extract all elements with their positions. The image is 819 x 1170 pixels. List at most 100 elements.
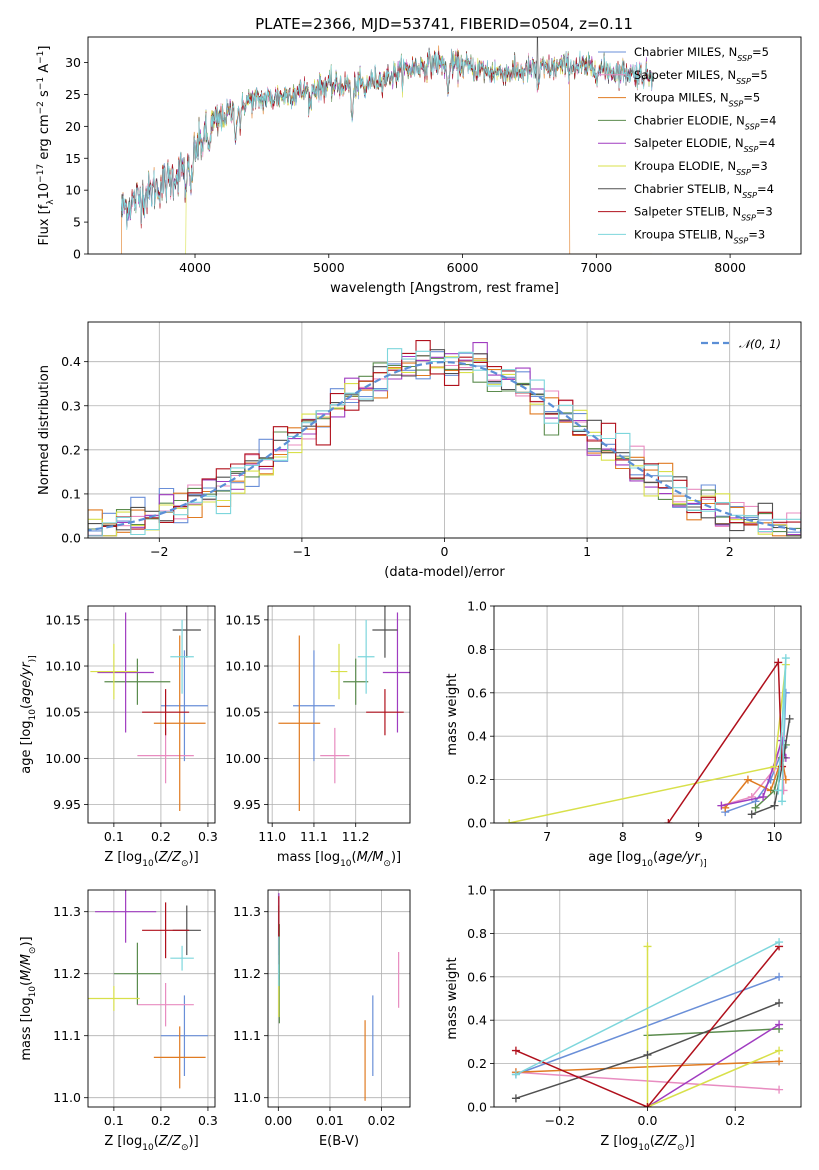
y-tick-label: 25 [65,87,81,102]
y-tick-label: 0.6 [467,969,487,984]
legend-entry: Chabrier STELIB, NSSP=4 [634,182,774,200]
weight_vs_Z-panel: −0.2 0.0 0.2 0.0 0.2 0.4 0.6 0.8 1.0 Z [log10(Z/Z… [445,883,802,1153]
weight-marker-4 [759,792,768,801]
x-axis-label: (data-model)/error [384,565,505,580]
y-tick-label: 10.00 [225,751,261,766]
weight-marker-7 [774,658,783,667]
x-tick-label: 9 [695,829,703,844]
x-tick-label: 0 [441,544,449,559]
axes-frame [267,889,411,1108]
y-tick-label: 0 [73,247,81,262]
residuals-plot-area [88,340,801,537]
y-tick-label: 11.2 [233,966,261,981]
spectrum-panel: 4000 5000 6000 7000 8000 0 5 10 15 20 25 30 waveleng… [36,36,802,296]
residuals-legend: 𝒩(0, 1) [701,337,781,351]
x-tick-label: 0.02 [368,1113,396,1128]
x-axis-label: Z [log10(Z/Z⊙)] [104,1134,198,1153]
weight-marker-6 [785,714,794,723]
y-axis-label: Flux [fλ10−17 erg cm−2 s−1 A−1] [36,46,56,246]
histogram-series-8 [88,348,801,537]
y-tick-label: 11.3 [53,904,81,919]
y-tick-label: 11.0 [233,1090,261,1105]
spectrum-legend: Chabrier MILES, NSSP=5 Salpeter MILES, NS… [598,45,776,245]
y-tick-label: 0.8 [467,926,487,941]
y-tick-label: 0.3 [61,398,81,413]
age_vs_mass-grid [268,606,410,823]
y-tick-label: 0.6 [467,685,487,700]
y-axis-label: mass weight [445,957,460,1039]
weight-line-5 [646,946,780,1107]
weight_vs_Z-plot-area [511,938,784,1107]
age_vs_mass-plot-area [278,606,410,811]
legend-entry: Chabrier MILES, NSSP=5 [634,45,769,63]
x-tick-label: 8 [619,829,627,844]
x-tick-label: 11.1 [300,829,328,844]
y-tick-label: 0.4 [61,354,81,369]
legend-entry: 𝒩(0, 1) [739,337,781,351]
weight-line-8 [515,941,780,1076]
weight-marker-7 [664,819,673,823]
weight-marker-6 [643,1050,652,1059]
weight-marker-8 [778,797,787,806]
x-tick-label: 5000 [313,260,345,275]
mass_vs_EBV-plot-area [278,893,400,1101]
mass_vs_Z-plot-area [88,890,208,1089]
y-tick-label: 10.15 [225,612,261,627]
mass_vs_Z-panel: 0.1 0.2 0.3 11.0 11.1 11.2 11.3 Z [log10(Z/Z⊙)]… [19,889,218,1153]
y-tick-label: 1.0 [467,883,487,898]
weight-marker-2 [775,1057,784,1066]
weight-marker-6 [775,998,784,1007]
weight-line-7 [515,945,780,1107]
y-axis-label: age [log10(age/yr)] [19,655,38,773]
mass_vs_EBV-grid [268,890,410,1107]
x-tick-label: −0.2 [545,1113,575,1128]
y-tick-label: 11.0 [53,1090,81,1105]
x-tick-label: 4000 [179,260,211,275]
axes-frame [493,605,802,824]
y-tick-label: 0.8 [467,642,487,657]
x-tick-label: 0.2 [151,1113,171,1128]
y-tick-label: 0.4 [467,1013,487,1028]
x-tick-label: 0.2 [151,829,171,844]
axes-frame [87,321,802,539]
legend-entry: Kroupa STELIB, NSSP=3 [634,227,765,245]
weight-marker-3 [751,803,760,812]
y-tick-label: 9.95 [233,797,261,812]
y-tick-label: 30 [65,55,81,70]
x-tick-label: 6000 [447,260,479,275]
y-tick-label: 0.4 [467,729,487,744]
x-tick-label: 0.01 [316,1113,344,1128]
weight-marker-7 [511,1046,520,1055]
weight-marker-6 [747,810,756,819]
x-tick-label: 10 [767,829,783,844]
age_vs_mass-panel: 11.0 11.1 11.2 9.95 10.00 10.05 10.10 10.15 mass… [225,605,411,869]
y-tick-label: 11.2 [53,966,81,981]
legend-entry: Salpeter STELIB, NSSP=3 [634,205,773,223]
y-axis-label: Normed distribution [37,365,52,495]
y-tick-label: 0.1 [61,486,81,501]
axes-frame [493,889,802,1108]
x-tick-label: 0.1 [104,829,124,844]
weight-marker-6 [770,801,779,810]
weight-marker-5 [770,762,779,771]
weight-marker-8 [775,938,784,947]
weight-marker-5 [643,942,652,951]
weight-marker-4 [775,1020,784,1029]
y-tick-label: 20 [65,119,81,134]
axes-frame [87,605,216,824]
weight-marker-8 [511,1070,520,1079]
y-tick-label: 15 [65,151,81,166]
weight_vs_age-panel: 7 8 9 10 0.0 0.2 0.4 0.6 0.8 1.0 age [log10(age/yr… [445,599,802,869]
y-tick-label: 0.2 [61,442,81,457]
y-tick-label: 9.95 [53,797,81,812]
age_vs_Z-panel: 0.1 0.2 0.3 9.95 10.00 10.05 10.10 10.15 Z [log1… [19,605,218,869]
axes-frame [87,36,802,255]
x-tick-label: 0.2 [725,1113,745,1128]
figure-title: PLATE=2366, MJD=53741, FIBERID=0504, z=0… [255,15,633,33]
mass_vs_EBV-panel: 0.00 0.01 0.02 11.0 11.1 11.2 11.3 E(B-V) [233,889,411,1149]
y-tick-label: 10.00 [45,751,81,766]
x-tick-label: 0.0 [638,1113,658,1128]
weight-marker-7 [643,1103,652,1107]
weight-marker-1 [775,1085,784,1094]
